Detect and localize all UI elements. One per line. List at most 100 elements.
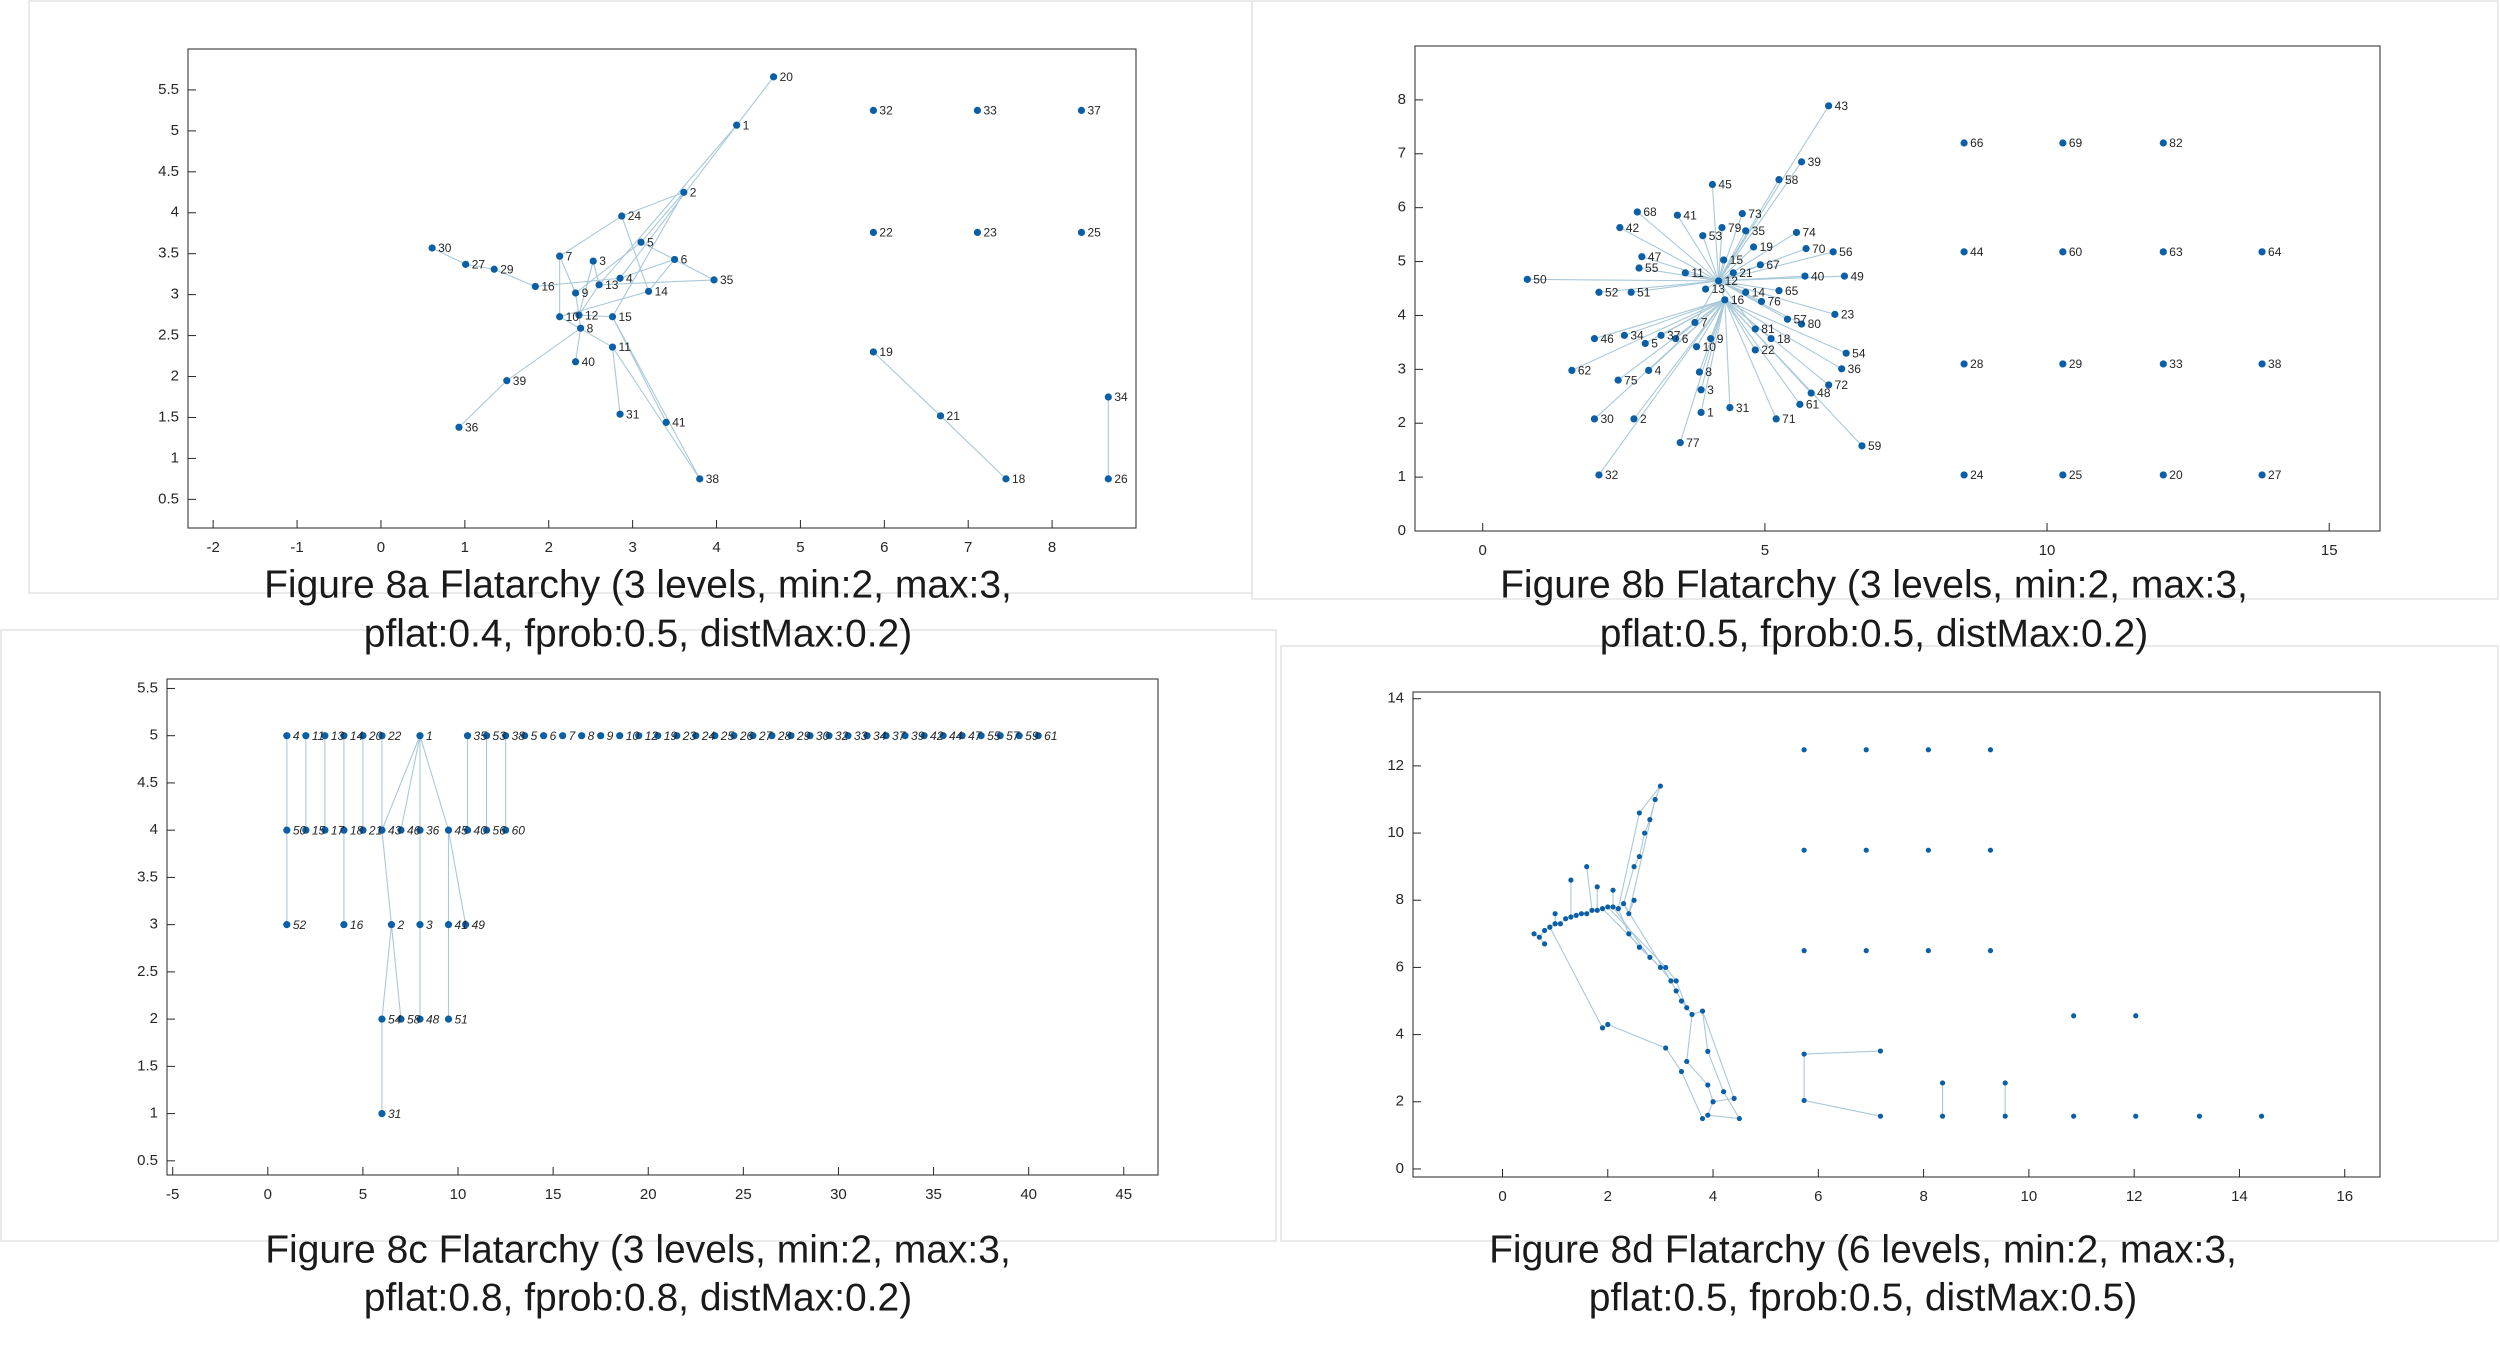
node-label: 57	[1006, 729, 1021, 743]
node-label: 50	[293, 823, 307, 837]
edge	[599, 279, 715, 286]
node	[1552, 921, 1558, 927]
x-tick-label: 6	[1814, 1188, 1822, 1205]
node	[1672, 335, 1680, 343]
node-label: 16	[541, 280, 555, 294]
node	[1599, 906, 1606, 912]
node	[1831, 310, 1839, 318]
node	[520, 732, 529, 740]
y-tick-label: 8	[1398, 91, 1406, 108]
x-tick-label: 45	[1115, 1186, 1132, 1203]
node-label: 32	[1605, 468, 1619, 482]
node	[1708, 180, 1717, 189]
node	[1710, 1099, 1716, 1105]
node	[2071, 1013, 2077, 1019]
edge	[1718, 213, 1743, 282]
node	[1584, 911, 1590, 917]
edge	[1675, 980, 1688, 1008]
node-label: 10	[566, 310, 580, 324]
node	[2159, 471, 2167, 479]
node	[1960, 139, 1968, 147]
node-label: 19	[879, 345, 893, 359]
y-tick-label: 5	[150, 727, 158, 744]
node-label: 13	[331, 729, 345, 743]
edge	[1686, 1014, 1693, 1062]
node	[1523, 275, 1531, 283]
node	[378, 732, 386, 740]
edge	[1707, 1114, 1740, 1120]
node	[1647, 817, 1653, 823]
node-label: 37	[1087, 104, 1101, 118]
plot-area	[1414, 45, 2381, 532]
edge	[578, 314, 613, 318]
node-label: 24	[701, 729, 716, 743]
node	[1960, 471, 1968, 479]
node	[1657, 964, 1664, 971]
node-label: 6	[550, 729, 557, 743]
node-label: 25	[720, 729, 735, 743]
node	[730, 732, 738, 740]
plot-area	[187, 48, 1137, 529]
x-tick-label: 40	[1020, 1186, 1037, 1203]
node	[321, 826, 329, 834]
node	[416, 1015, 424, 1023]
node	[901, 732, 909, 740]
node-label: 2	[396, 918, 404, 932]
node	[1652, 796, 1658, 803]
edge	[1718, 161, 1803, 282]
node-label: 15	[312, 823, 326, 837]
node-label: 51	[455, 1012, 468, 1026]
node	[1536, 934, 1542, 940]
node-label: 11	[1691, 266, 1704, 280]
y-tick-label: 3	[150, 916, 158, 933]
y-tick-label: 1.5	[137, 1057, 158, 1074]
node-label: 14	[1752, 285, 1766, 299]
node-label: 53	[1709, 229, 1723, 243]
node-label: 6	[1682, 332, 1689, 346]
y-tick-label: 2	[171, 367, 179, 384]
node	[283, 826, 291, 834]
y-tick-label: 4.5	[137, 774, 158, 791]
node	[2002, 1080, 2008, 1086]
node-label: 79	[1728, 221, 1742, 235]
node-label: 34	[1114, 390, 1128, 404]
figure-caption: Figure 8d Flatarchy (6 levels, min:2, ma…	[1489, 1228, 2237, 1271]
node	[825, 732, 833, 740]
edge	[559, 255, 577, 294]
figure-caption: pflat:0.4, fprob:0.5, distMax:0.2)	[364, 612, 912, 655]
node	[1636, 944, 1642, 950]
node	[378, 1109, 386, 1118]
node-label: 36	[426, 823, 440, 837]
node-label: 58	[1785, 173, 1799, 187]
node-label: 60	[2069, 245, 2083, 259]
node	[1595, 471, 1603, 479]
node-label: 77	[1686, 436, 1700, 450]
edge	[1711, 184, 1720, 281]
node	[387, 921, 396, 929]
node-label: 26	[739, 729, 754, 743]
node	[1547, 924, 1553, 930]
node	[503, 377, 511, 385]
figure-caption: Figure 8c Flatarchy (3 levels, min:2, ma…	[265, 1228, 1011, 1271]
node	[711, 732, 719, 740]
node	[1729, 269, 1737, 277]
figure-caption: Figure 8b Flatarchy (3 levels, min:2, ma…	[1500, 563, 2248, 606]
edge	[1707, 1084, 1714, 1102]
node	[1595, 288, 1603, 296]
node	[1757, 297, 1766, 306]
node	[1792, 228, 1801, 237]
node	[1796, 400, 1804, 408]
y-tick-label: 2.5	[137, 963, 158, 980]
node	[1802, 245, 1810, 253]
node	[1829, 248, 1837, 256]
node-label: 80	[1808, 317, 1822, 331]
x-tick-label: 1	[461, 539, 469, 556]
edge	[1549, 926, 1603, 1029]
edge	[559, 290, 649, 318]
y-tick-label: 8	[1396, 891, 1404, 908]
node	[920, 732, 928, 740]
y-tick-label: 1	[150, 1105, 158, 1122]
node	[1825, 102, 1833, 110]
node-label: 65	[1785, 284, 1799, 298]
node-label: 43	[1835, 99, 1849, 113]
